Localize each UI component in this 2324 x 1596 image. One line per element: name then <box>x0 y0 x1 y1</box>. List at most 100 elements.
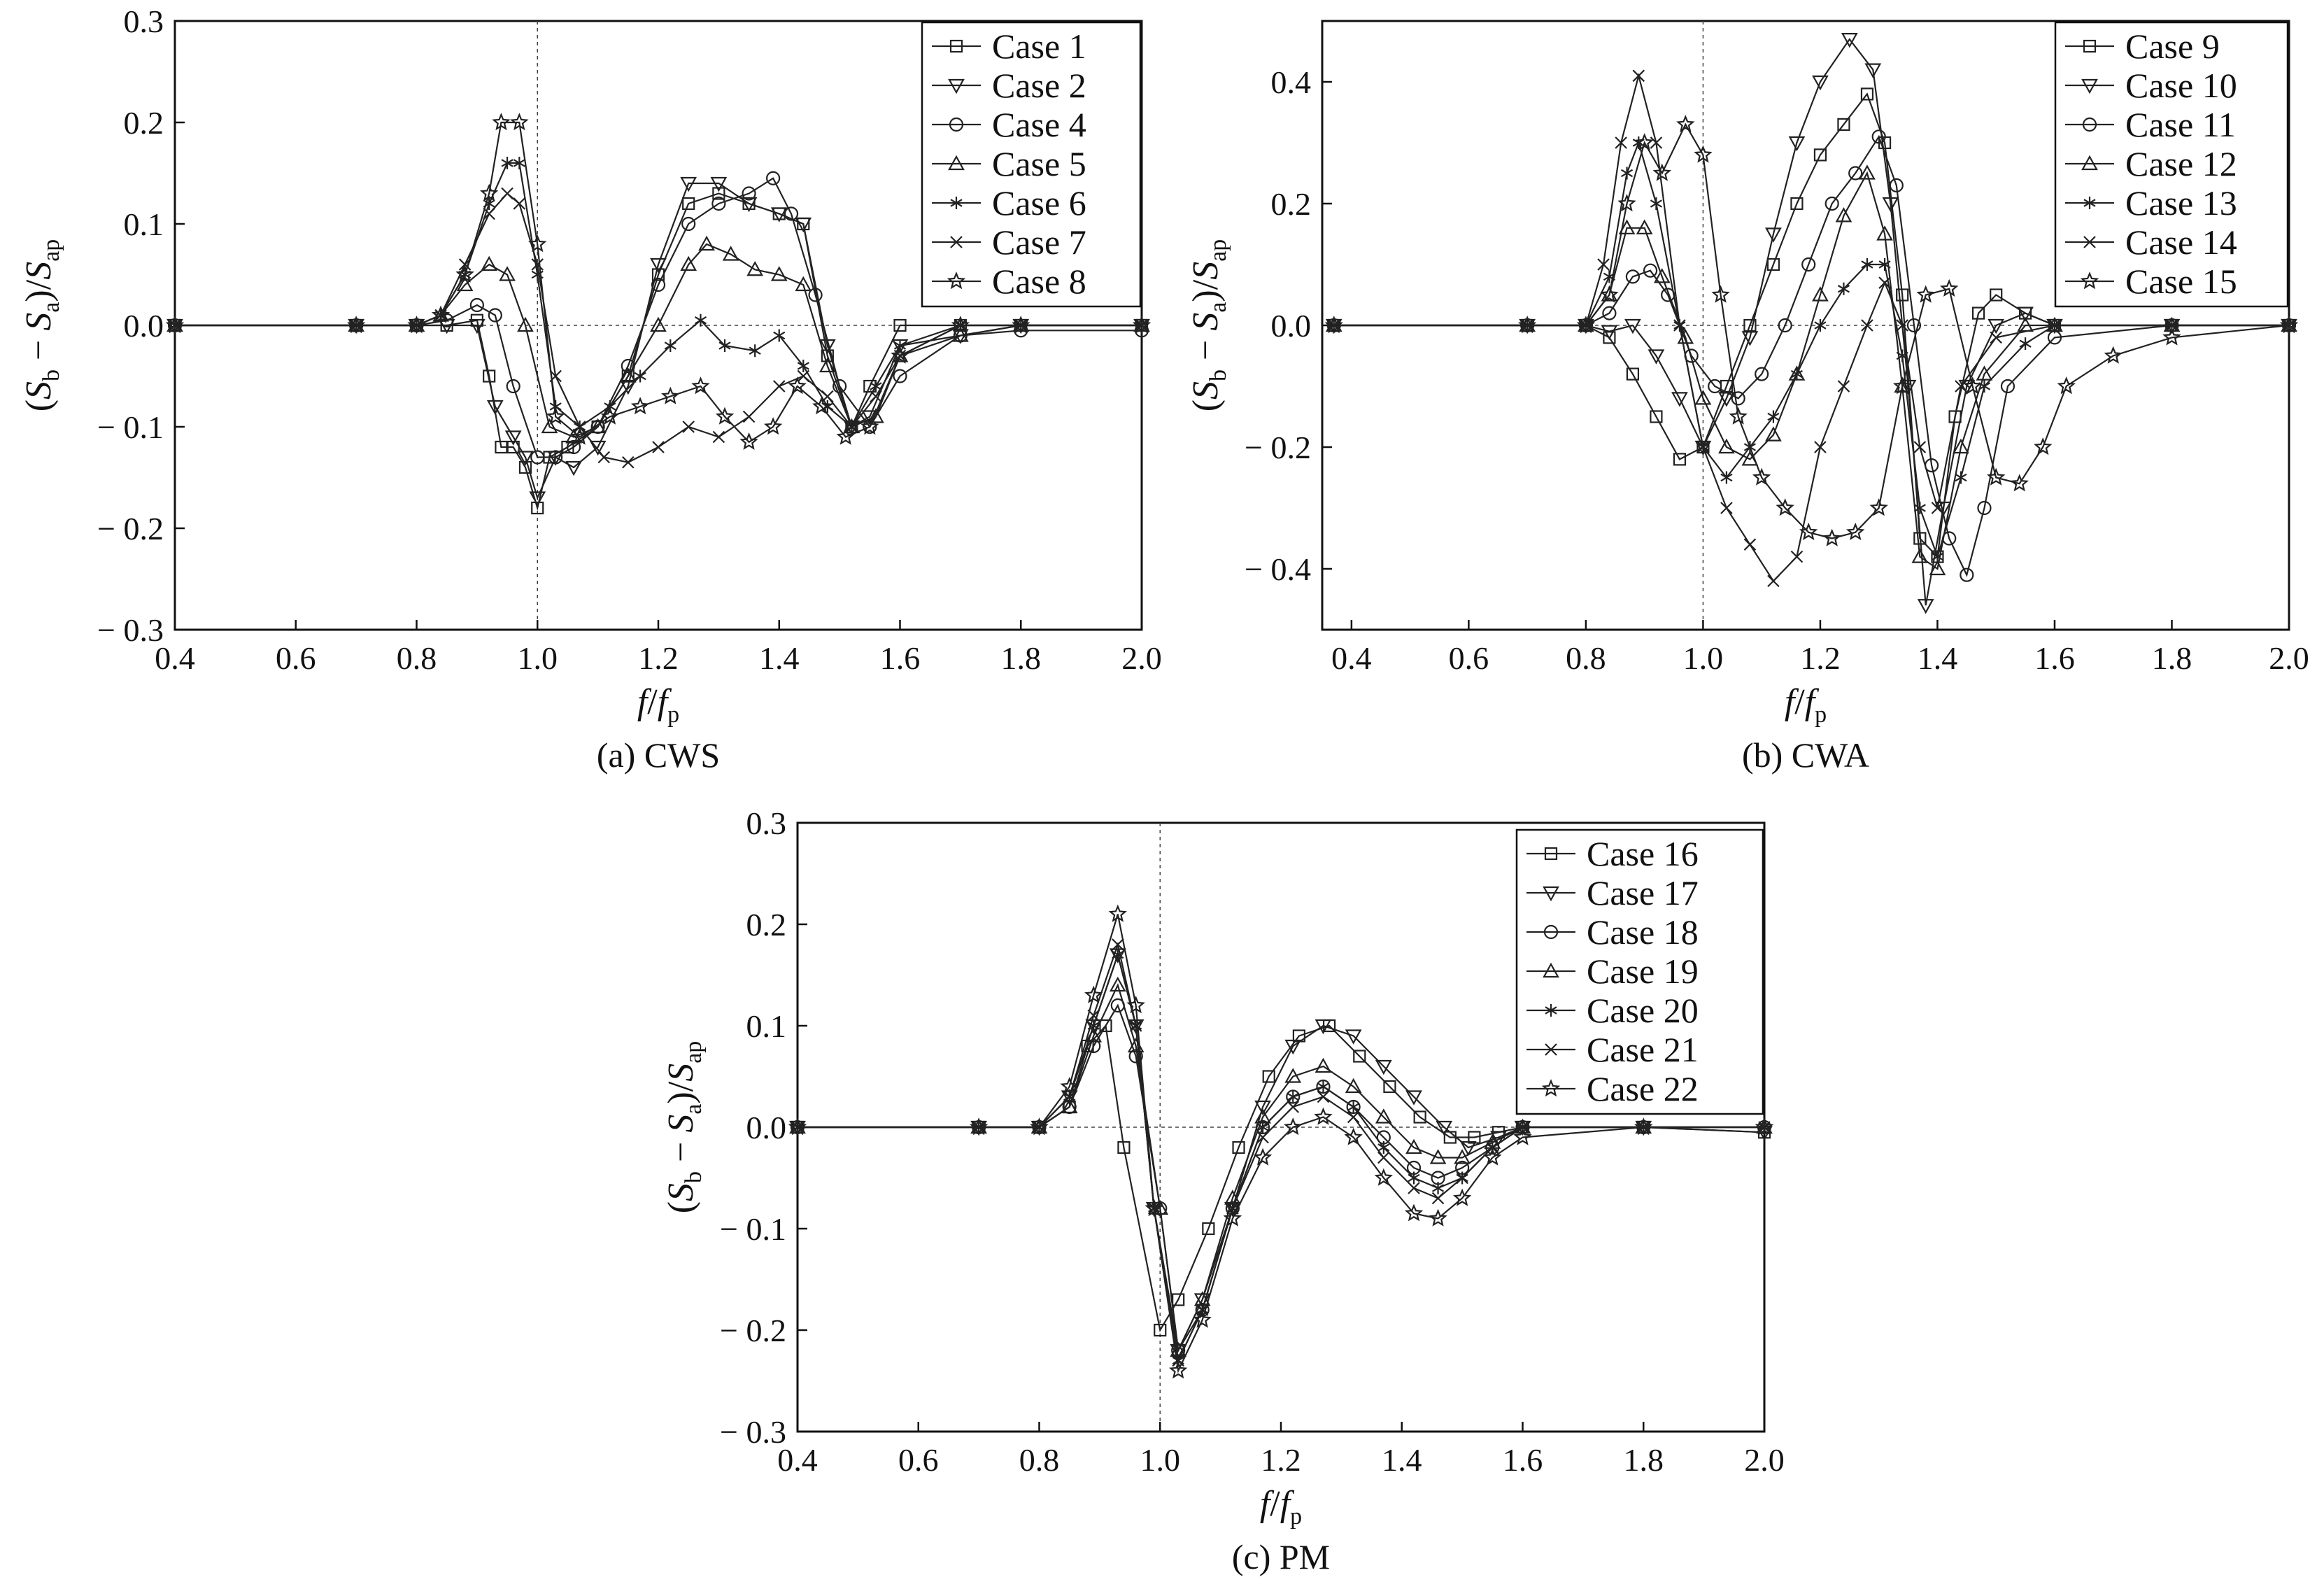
legend-marker <box>1541 1079 1561 1097</box>
legend-label: Case 16 <box>1587 834 1699 873</box>
y-tick-label: 0.0 <box>124 308 164 344</box>
data-point <box>565 460 582 476</box>
data-point <box>1375 1059 1392 1075</box>
data-point <box>742 186 756 201</box>
data-point <box>1650 136 1663 149</box>
data-point <box>1673 319 1686 332</box>
series-line <box>798 914 1764 1373</box>
data-point <box>1892 376 1912 395</box>
data-point <box>860 417 879 435</box>
legend-label: Case 14 <box>2125 223 2237 262</box>
series-line <box>798 982 1764 1353</box>
data-point <box>742 410 756 423</box>
data-point <box>1958 379 1976 395</box>
data-point <box>952 327 969 342</box>
data-point <box>1788 136 1806 152</box>
data-point <box>630 397 650 415</box>
data-point <box>650 257 667 274</box>
data-point <box>691 376 710 395</box>
data-point <box>1634 1117 1653 1136</box>
data-point <box>2057 376 2076 395</box>
x-tick-label: 1.0 <box>1140 1442 1181 1478</box>
legend-item: Case 22 <box>1526 1069 1699 1108</box>
data-point <box>1916 285 1935 303</box>
data-point <box>1648 349 1665 365</box>
data-point <box>1517 316 1537 334</box>
data-point <box>2034 437 2053 456</box>
data-point <box>546 407 565 425</box>
data-point <box>1030 1117 1049 1136</box>
data-point <box>619 367 637 383</box>
data-point <box>1429 1149 1447 1164</box>
y-tick-label: 0.1 <box>746 1008 787 1044</box>
series-case-8 <box>165 113 1152 450</box>
data-point <box>2048 319 2061 332</box>
data-point <box>1117 1140 1131 1154</box>
data-point <box>1374 1168 1394 1186</box>
data-point <box>2104 346 2123 364</box>
data-point <box>1108 904 1127 922</box>
data-point <box>1766 257 1780 271</box>
data-point <box>1405 1090 1422 1106</box>
series-line <box>1333 134 2289 577</box>
data-point <box>1154 1323 1167 1337</box>
y-tick-label: − 0.3 <box>720 1414 786 1450</box>
data-point <box>1801 257 1816 272</box>
data-point <box>1931 550 1944 563</box>
data-point <box>619 379 637 395</box>
data-point <box>1347 1101 1360 1113</box>
data-point <box>1084 985 1103 1003</box>
data-point <box>1223 1208 1242 1227</box>
data-point <box>893 318 907 332</box>
data-point <box>1814 441 1827 453</box>
data-point <box>597 451 611 464</box>
data-point <box>1953 438 1969 454</box>
data-point <box>1837 380 1850 393</box>
data-point <box>891 346 909 364</box>
data-point <box>1405 1138 1422 1154</box>
data-point <box>165 316 185 334</box>
data-point <box>1650 410 1663 423</box>
legend-label: Case 9 <box>2125 27 2220 66</box>
data-point <box>495 440 508 454</box>
data-point <box>518 460 532 474</box>
y-tick-label: − 0.2 <box>1245 430 1311 465</box>
data-point <box>1617 194 1636 212</box>
data-point <box>682 421 695 433</box>
legend-marker <box>950 236 963 248</box>
legend-label: Case 4 <box>992 105 1086 144</box>
y-tick-label: 0.2 <box>746 907 787 942</box>
legend-marker <box>1545 1043 1557 1056</box>
data-point <box>634 369 646 383</box>
data-point <box>797 369 810 383</box>
data-point <box>832 379 847 394</box>
legend-label: Case 18 <box>1587 912 1699 952</box>
data-point <box>566 439 581 455</box>
data-point <box>1012 316 1030 334</box>
data-point <box>1755 1117 1774 1136</box>
data-point <box>682 197 695 211</box>
data-point <box>431 305 451 323</box>
data-point <box>1635 133 1654 151</box>
data-point <box>870 390 882 403</box>
data-point <box>600 407 620 425</box>
data-point <box>651 277 666 292</box>
panel-caption: (c) PM <box>1232 1537 1330 1576</box>
data-point <box>1790 367 1804 381</box>
data-point <box>1708 379 1722 394</box>
legend-marker <box>2083 39 2097 53</box>
legend-item: Case 15 <box>2065 262 2237 301</box>
data-point <box>740 197 758 213</box>
data-point <box>1168 1361 1188 1379</box>
legend-item: Case 2 <box>932 66 1086 105</box>
data-point <box>530 450 545 465</box>
data-point <box>1314 1107 1333 1125</box>
data-point <box>715 407 735 425</box>
data-point <box>836 427 855 445</box>
data-point <box>1913 502 1926 514</box>
data-point <box>492 113 511 131</box>
data-point <box>1624 318 1641 334</box>
data-point <box>1615 136 1627 149</box>
y-tick-label: − 0.3 <box>97 612 164 648</box>
data-point <box>788 376 807 395</box>
